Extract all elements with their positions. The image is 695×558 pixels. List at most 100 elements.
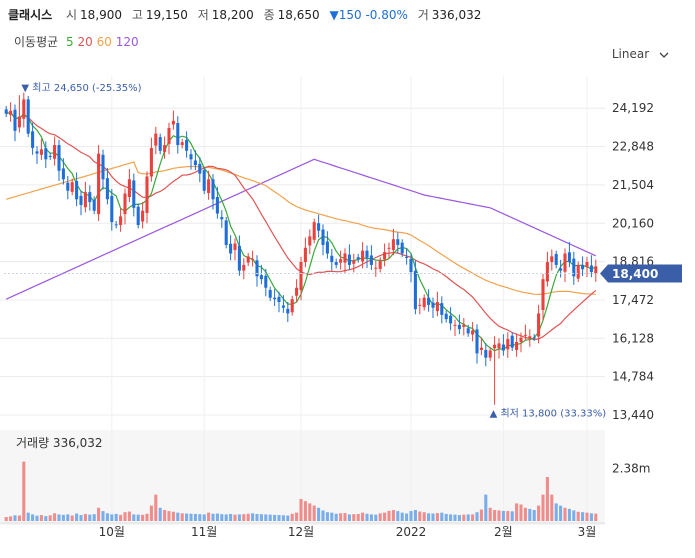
candle	[295, 279, 299, 303]
last-price-label: 18,400	[612, 267, 658, 281]
candle-body	[435, 302, 439, 312]
candle-body	[413, 270, 417, 310]
candle-body	[369, 255, 373, 265]
candle	[4, 105, 8, 118]
candle-body	[215, 197, 219, 214]
candle	[532, 333, 536, 342]
candle-body	[105, 178, 109, 200]
candle-body	[427, 297, 431, 305]
candle-body	[251, 259, 255, 261]
high-marker-label: ▼ 최고 24,650 (-25.35%)	[21, 82, 141, 94]
candle-body	[594, 266, 598, 274]
candle	[449, 307, 453, 331]
candle-body	[545, 262, 549, 282]
candle	[75, 172, 79, 207]
candle-body	[488, 350, 492, 358]
y-tick-label: 13,440	[612, 408, 654, 422]
volume-bar	[589, 513, 593, 521]
candle-body	[119, 216, 123, 225]
volume-bar	[572, 510, 576, 521]
candle	[105, 167, 109, 205]
candle	[268, 286, 272, 302]
volume-bar	[268, 514, 272, 521]
candle-body	[431, 302, 435, 308]
candle-body	[312, 222, 316, 240]
candle-body	[259, 275, 263, 280]
volume-bar	[361, 512, 365, 521]
candle	[330, 248, 334, 271]
volume-bar	[13, 515, 17, 521]
candle	[501, 334, 505, 356]
moving-average-legend[interactable]: 이동평균 5 20 60 120	[14, 33, 139, 50]
x-tick-label: 3월	[578, 525, 597, 539]
volume-bar	[347, 514, 351, 521]
candle-body	[17, 116, 21, 128]
y-tick-label: 22,848	[612, 140, 654, 154]
candle-body	[53, 145, 57, 159]
candle-body	[229, 243, 233, 254]
volume-bar	[365, 513, 369, 521]
candle-body	[158, 137, 162, 151]
candle	[576, 261, 580, 283]
volume-bar	[541, 494, 545, 521]
candle-body	[26, 99, 30, 134]
candle-body	[378, 260, 382, 269]
candle-body	[308, 236, 312, 246]
candle-body	[13, 109, 17, 131]
candle-body	[585, 262, 589, 267]
volume-bar	[378, 513, 382, 521]
candle	[110, 189, 114, 231]
candle-body	[528, 336, 532, 339]
candle-body	[110, 195, 114, 223]
volume-bar	[101, 511, 105, 521]
candle-body	[554, 254, 558, 265]
candle	[35, 146, 39, 164]
candle	[444, 310, 448, 323]
volume-bar	[383, 512, 387, 521]
candle	[207, 170, 211, 200]
price-pane	[0, 76, 605, 419]
candle-body	[61, 168, 65, 180]
candle-body	[171, 120, 175, 125]
candle	[462, 317, 466, 336]
candle	[321, 224, 325, 256]
volume-bar	[343, 513, 347, 521]
candle-body	[334, 262, 338, 265]
scale-selector-label: Linear	[611, 47, 650, 61]
candle-body	[149, 147, 153, 177]
volume-bar	[66, 514, 70, 521]
candle-body	[471, 330, 475, 335]
candle	[180, 138, 184, 149]
candle-body	[572, 258, 576, 277]
candle	[9, 102, 13, 122]
candle-body	[9, 110, 13, 115]
volume-bar	[259, 514, 263, 521]
candle-body	[409, 258, 413, 273]
candle	[374, 260, 378, 277]
volume-bar	[4, 517, 8, 521]
candle	[361, 242, 365, 269]
candle-body	[391, 239, 395, 251]
volume-bar	[286, 515, 290, 521]
candle	[391, 228, 395, 256]
candle	[325, 231, 329, 259]
candle-body	[484, 349, 488, 358]
candle-body	[163, 145, 167, 152]
volume-bar	[510, 511, 514, 521]
candle	[383, 243, 387, 267]
volume-bar	[396, 511, 400, 521]
volume-bar	[581, 512, 585, 521]
scale-selector[interactable]: Linear	[612, 47, 669, 61]
candle	[273, 289, 277, 306]
candle-body	[141, 210, 145, 222]
volume-bar	[114, 513, 118, 521]
candle-body	[132, 180, 136, 208]
last-price-tag	[600, 264, 682, 283]
candle	[149, 137, 153, 182]
volume-bar	[444, 513, 448, 521]
candle	[290, 295, 294, 316]
candle	[246, 252, 250, 267]
candle-body	[193, 160, 197, 166]
candle	[202, 166, 206, 195]
